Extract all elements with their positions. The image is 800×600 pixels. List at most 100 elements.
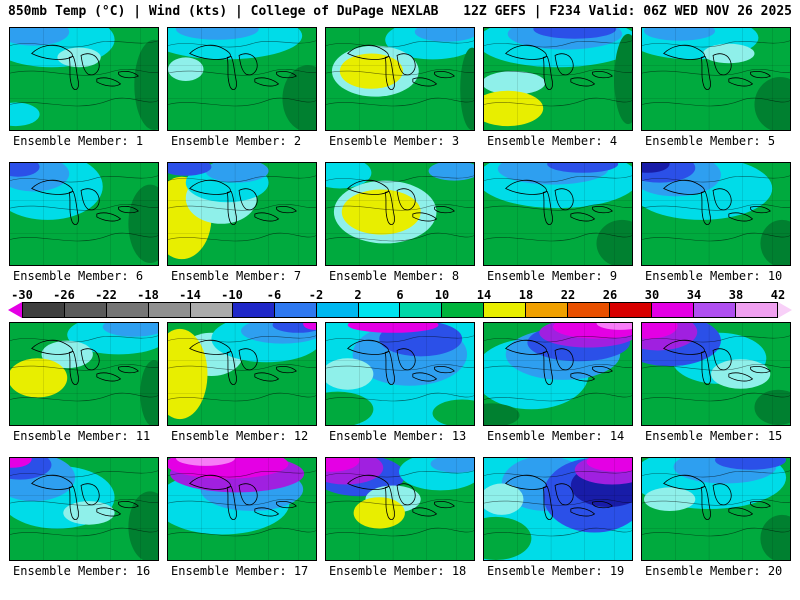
map-member-3[interactable] (325, 27, 475, 131)
colorbar-tick: -26 (53, 288, 75, 302)
ensemble-row-1: Ensemble Member: 1 Ensemble Member: 2 Ense… (0, 27, 800, 148)
map-member-19[interactable] (483, 457, 633, 561)
ensemble-member-label: Ensemble Member: 14 (487, 429, 625, 443)
colorbar-segment (400, 303, 443, 317)
ensemble-member-label: Ensemble Member: 13 (329, 429, 467, 443)
ensemble-member-label: Ensemble Member: 11 (13, 429, 151, 443)
ensemble-member-label: Ensemble Member: 20 (645, 564, 783, 578)
ensemble-member-label: Ensemble Member: 1 (13, 134, 144, 148)
ensemble-member-label: Ensemble Member: 4 (487, 134, 618, 148)
ensemble-row-4: Ensemble Member: 16 Ensemble Member: 17 En… (0, 457, 800, 578)
map-member-12[interactable] (167, 322, 317, 426)
ensemble-member-label: Ensemble Member: 6 (13, 269, 144, 283)
colorbar-tick: -2 (308, 288, 324, 302)
ensemble-panel-3: Ensemble Member: 3 (325, 27, 475, 148)
map-member-6[interactable] (9, 162, 159, 266)
ensemble-panel-2: Ensemble Member: 2 (167, 27, 317, 148)
colorbar-tick: -22 (95, 288, 117, 302)
colorbar-segment (568, 303, 611, 317)
ensemble-panel-9: Ensemble Member: 9 (483, 162, 633, 283)
ensemble-panel-5: Ensemble Member: 5 (641, 27, 791, 148)
map-member-9[interactable] (483, 162, 633, 266)
colorbar-tick-labels: -30 -26 -22 -18 -14 -10 -6 -2 2 6 10 14 18 22 26 30 34 38… (11, 288, 785, 302)
ensemble-row-3: Ensemble Member: 11 Ensemble Member: 12 En… (0, 322, 800, 443)
ensemble-panel-7: Ensemble Member: 7 (167, 162, 317, 283)
ensemble-member-label: Ensemble Member: 8 (329, 269, 460, 283)
map-member-18[interactable] (325, 457, 475, 561)
ensemble-panel-19: Ensemble Member: 19 (483, 457, 633, 578)
colorbar-tick: 10 (434, 288, 450, 302)
colorbar-segment (526, 303, 569, 317)
ensemble-member-label: Ensemble Member: 16 (13, 564, 151, 578)
ensemble-row-2: Ensemble Member: 6 Ensemble Member: 7 Ense… (0, 162, 800, 283)
colorbar-tick: 2 (354, 288, 362, 302)
colorbar-right-arrow (778, 302, 792, 318)
colorbar-segment (735, 303, 777, 317)
ensemble-panel-13: Ensemble Member: 13 (325, 322, 475, 443)
colorbar-segment (148, 303, 191, 317)
colorbar-segment (652, 303, 694, 317)
colorbar-segment (190, 303, 233, 317)
colorbar-tick: -10 (221, 288, 243, 302)
colorbar-left-arrow (8, 302, 22, 318)
ensemble-panel-15: Ensemble Member: 15 (641, 322, 791, 443)
colorbar-segment (274, 303, 317, 317)
map-member-16[interactable] (9, 457, 159, 561)
map-member-1[interactable] (9, 27, 159, 131)
ensemble-member-label: Ensemble Member: 12 (171, 429, 309, 443)
colorbar-tick: 22 (560, 288, 576, 302)
colorbar-tick: -30 (11, 288, 33, 302)
colorbar-segment (232, 303, 275, 317)
ensemble-member-label: Ensemble Member: 5 (645, 134, 776, 148)
ensemble-panel-14: Ensemble Member: 14 (483, 322, 633, 443)
ensemble-panel-20: Ensemble Member: 20 (641, 457, 791, 578)
colorbar-segment (64, 303, 107, 317)
map-member-2[interactable] (167, 27, 317, 131)
colorbar-segment (442, 303, 485, 317)
ensemble-member-label: Ensemble Member: 7 (171, 269, 302, 283)
map-member-4[interactable] (483, 27, 633, 131)
colorbar-tick: 14 (476, 288, 492, 302)
colorbar-segment (23, 303, 65, 317)
colorbar-segment (694, 303, 736, 317)
map-member-7[interactable] (167, 162, 317, 266)
colorbar-tick: -18 (137, 288, 159, 302)
ensemble-member-label: Ensemble Member: 18 (329, 564, 467, 578)
colorbar-tick: 6 (396, 288, 404, 302)
title-bar: 850mb Temp (°C) | Wind (kts) | College o… (0, 0, 800, 21)
temperature-colorbar: -30 -26 -22 -18 -14 -10 -6 -2 2 6 10 14 18 22 26 30 34 38… (8, 288, 792, 318)
map-member-11[interactable] (9, 322, 159, 426)
map-member-17[interactable] (167, 457, 317, 561)
map-member-8[interactable] (325, 162, 475, 266)
colorbar-tick: 38 (728, 288, 744, 302)
colorbar-tick: 18 (518, 288, 534, 302)
ensemble-panel-6: Ensemble Member: 6 (9, 162, 159, 283)
ensemble-member-label: Ensemble Member: 17 (171, 564, 309, 578)
ensemble-member-label: Ensemble Member: 15 (645, 429, 783, 443)
map-member-13[interactable] (325, 322, 475, 426)
ensemble-panel-1: Ensemble Member: 1 (9, 27, 159, 148)
ensemble-panel-18: Ensemble Member: 18 (325, 457, 475, 578)
ensemble-member-label: Ensemble Member: 9 (487, 269, 618, 283)
map-member-14[interactable] (483, 322, 633, 426)
run-valid-info: 12Z GEFS | F234 Valid: 06Z WED NOV 26 20… (463, 4, 792, 19)
colorbar-tick: -14 (179, 288, 201, 302)
ensemble-panel-16: Ensemble Member: 16 (9, 457, 159, 578)
ensemble-panel-4: Ensemble Member: 4 (483, 27, 633, 148)
colorbar-tick: 42 (770, 288, 786, 302)
map-member-20[interactable] (641, 457, 791, 561)
ensemble-panel-17: Ensemble Member: 17 (167, 457, 317, 578)
map-member-5[interactable] (641, 27, 791, 131)
colorbar-tick: 26 (602, 288, 618, 302)
ensemble-panel-11: Ensemble Member: 11 (9, 322, 159, 443)
colorbar-segment (610, 303, 653, 317)
map-member-10[interactable] (641, 162, 791, 266)
colorbar-tick: 34 (686, 288, 702, 302)
ensemble-member-label: Ensemble Member: 3 (329, 134, 460, 148)
ensemble-member-label: Ensemble Member: 2 (171, 134, 302, 148)
colorbar-segment (106, 303, 149, 317)
map-member-15[interactable] (641, 322, 791, 426)
ensemble-member-label: Ensemble Member: 10 (645, 269, 783, 283)
colorbar-tick: -6 (266, 288, 282, 302)
ensemble-panel-8: Ensemble Member: 8 (325, 162, 475, 283)
